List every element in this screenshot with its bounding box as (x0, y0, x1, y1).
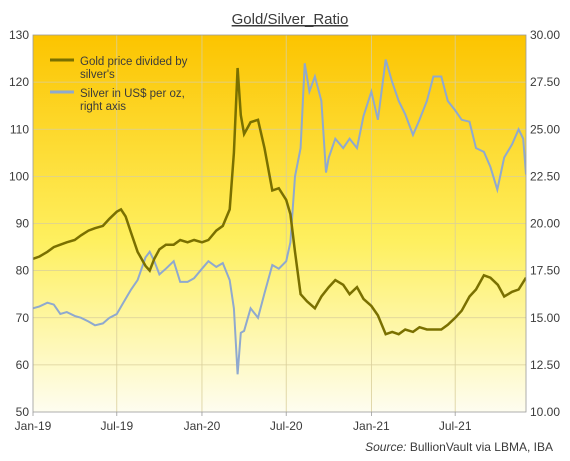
x-tick-label: Jan-21 (353, 419, 390, 433)
y-right-tick-label: 12.50 (530, 358, 560, 372)
x-tick-label: Jul-20 (270, 419, 303, 433)
y-right-tick-label: 15.00 (530, 311, 560, 325)
y-left-tick-label: 100 (9, 169, 29, 183)
gold-silver-ratio-line (33, 67, 526, 336)
y-left-tick-label: 110 (10, 122, 29, 136)
y-left-tick-label: 80 (16, 264, 30, 278)
y-left-tick-label: 90 (16, 217, 30, 231)
gridlines (33, 35, 526, 412)
y-right-tick-label: 22.50 (530, 169, 560, 183)
plot-border (32, 34, 527, 413)
y-left-tick-label: 70 (16, 311, 30, 325)
x-tick-label: Jul-21 (439, 419, 472, 433)
y-right-tick-label: 30.00 (530, 28, 560, 42)
x-tick-label: Jul-19 (100, 419, 133, 433)
y-right-tick-label: 25.00 (530, 122, 560, 136)
x-tick-label: Jan-20 (184, 419, 221, 433)
x-axis: Jan-19 Jul-19 Jan-20 Jul-20 Jan-21 Jul-21 (15, 412, 472, 433)
legend-label-silver: Silver in US$ per oz, right axis (80, 88, 188, 113)
y-left-tick-label: 60 (16, 358, 30, 372)
y-right-tick-label: 20.00 (530, 217, 560, 231)
chart-title: Gold/Silver_Ratio (232, 11, 349, 28)
source-note: Source: BullionVault via LBMA, IBA (365, 440, 553, 454)
y-right-tick-label: 10.00 (530, 405, 560, 419)
y-right-tick-label: 17.50 (530, 264, 560, 278)
x-tick-label: Jan-19 (15, 419, 52, 433)
y-axis-left: 50 60 70 80 90 100 110 120 130 (9, 28, 29, 419)
y-left-tick-label: 130 (9, 28, 29, 42)
legend-label-gold-ratio: Gold price divided by silver's (80, 56, 191, 81)
y-left-tick-label: 120 (9, 75, 29, 89)
y-left-tick-label: 50 (16, 405, 30, 419)
y-right-tick-label: 27.50 (530, 75, 560, 89)
legend: Gold price divided by silver's Silver in… (50, 56, 191, 113)
silver-price-line (33, 59, 526, 375)
y-axis-right: 10.00 12.50 15.00 17.50 20.00 22.50 25.00 27.50… (530, 28, 560, 419)
